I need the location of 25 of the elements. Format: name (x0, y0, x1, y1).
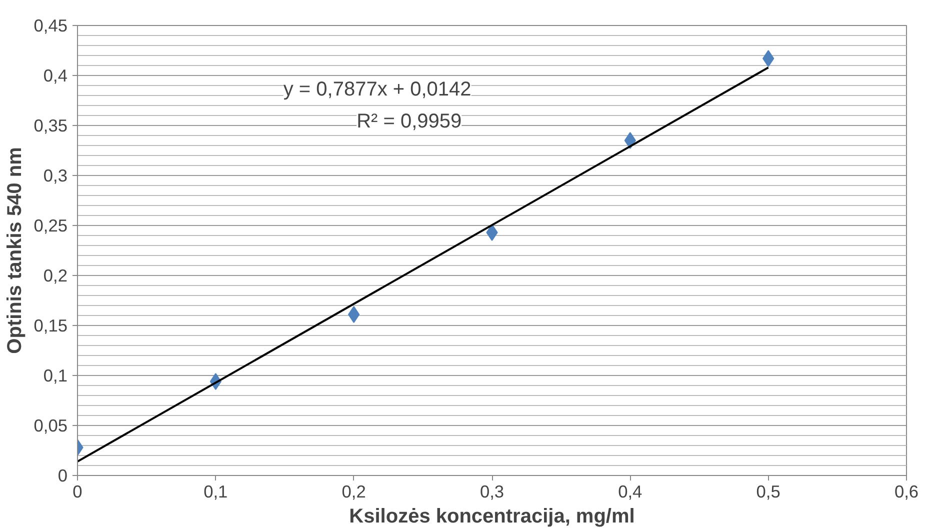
point (348, 306, 360, 323)
x-tick-label: 0,1 (204, 482, 228, 502)
x-tick-label: 0 (72, 482, 82, 502)
y-tick-label: 0,15 (34, 316, 68, 336)
y-tick-label: 0 (58, 466, 68, 486)
x-tick-label: 0,4 (618, 482, 643, 502)
annotation: R² = 0,9959 (356, 110, 462, 132)
x-axis-title: Ksilozės koncentracija, mg/ml (349, 506, 635, 528)
y-tick-label: 0,3 (43, 166, 68, 186)
y-tick-label: 0,4 (43, 66, 68, 86)
y-tick-label: 0,1 (43, 366, 68, 386)
point (762, 50, 774, 67)
x-tick-label: 0,2 (342, 482, 366, 502)
y-tick-label: 0,45 (34, 16, 68, 36)
point (486, 224, 498, 241)
y-tick-label: 0,25 (34, 216, 68, 236)
x-tick-label: 0,5 (756, 482, 780, 502)
annotation: y = 0,7877x + 0,0142 (283, 78, 472, 100)
x-tick-label: 0,6 (894, 482, 919, 502)
point (624, 132, 636, 149)
y-axis-title: Optinis tankis 540 nm (4, 147, 26, 354)
y-tick-label: 0,2 (43, 266, 68, 286)
y-tick-label: 0,35 (34, 116, 68, 136)
x-tick-label: 0,3 (480, 482, 504, 502)
y-tick-label: 0,05 (34, 416, 68, 436)
